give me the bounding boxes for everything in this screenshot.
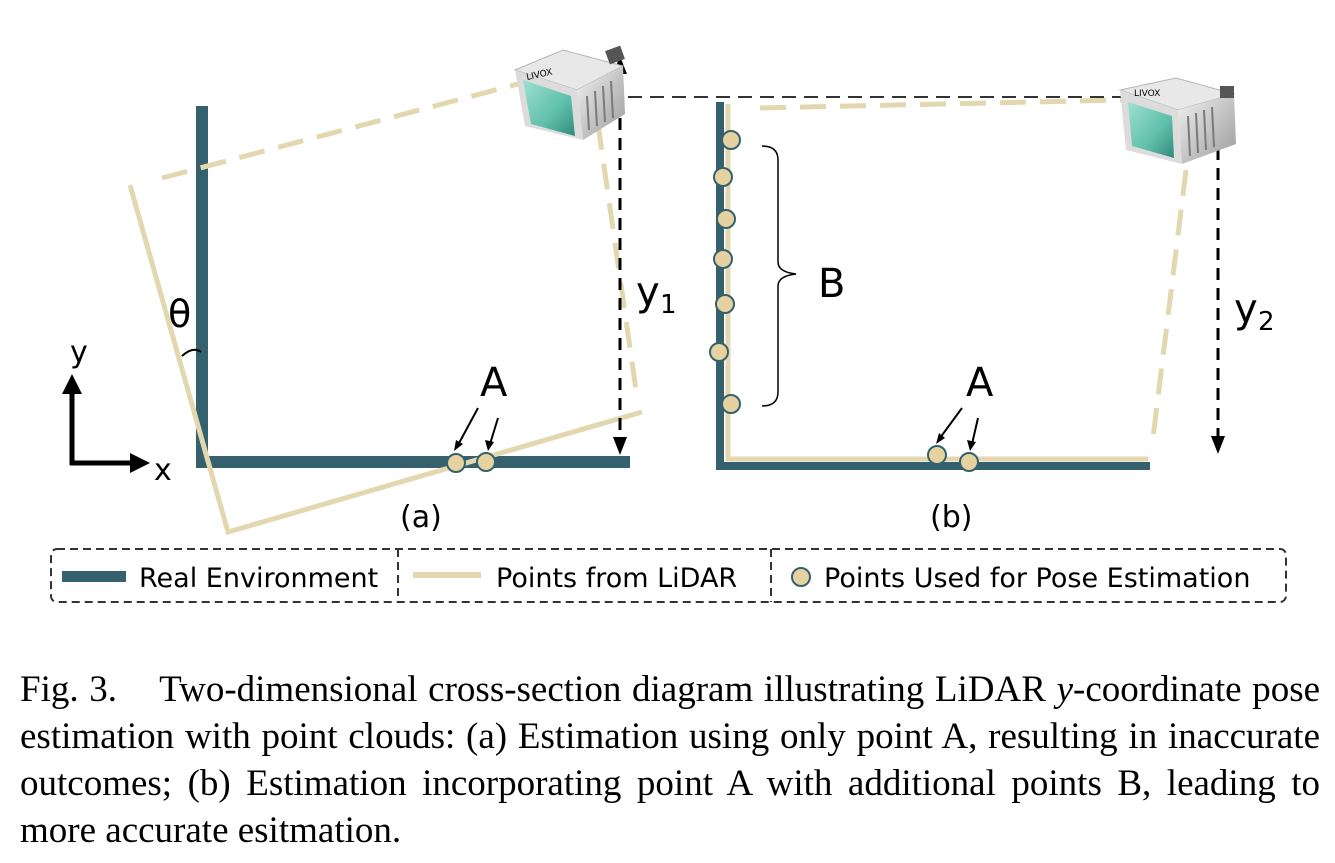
label-b: B: [818, 261, 845, 307]
legend-swatch-point: [791, 567, 811, 587]
caption-text-1: Two-dimensional cross-section diagram il…: [159, 669, 1046, 710]
legend-box: [50, 548, 1287, 603]
caption-variable: y: [1056, 669, 1074, 710]
point-b5: [715, 294, 735, 314]
legend-label-real: Real Environment: [139, 563, 378, 594]
legend-label-lidar: Points from LiDAR: [496, 563, 737, 594]
arrow-a1: [457, 407, 479, 446]
arrowhead-a1: [454, 440, 463, 451]
point-b1: [721, 130, 741, 150]
point-b-a2: [959, 452, 979, 472]
lidar-points-tilted-a: [127, 184, 643, 536]
legend-label-point: Points Used for Pose Estimation: [824, 563, 1250, 594]
legend-swatch-lidar: [413, 572, 481, 578]
figure-caption: Fig. 3. Two-dimensional cross-section di…: [20, 666, 1320, 854]
point-b2: [713, 167, 733, 187]
lidar-device-b: LIVOX: [1118, 77, 1236, 164]
legend-swatch-real: [62, 571, 126, 582]
label-a-right: A: [966, 360, 994, 406]
lidar-ray-top-b: [759, 97, 1123, 111]
axis-y-label: y: [70, 335, 88, 370]
y2-arrow-bottom: [1211, 436, 1225, 454]
y1-arrow-bottom: [613, 437, 627, 455]
real-floor-a: [196, 456, 630, 468]
arrow-b-a1: [939, 407, 963, 439]
lidar-points-aligned-b: [725, 104, 1148, 462]
caption-text-2: -coordinate pose estimation with point c…: [20, 669, 1321, 851]
point-a1: [446, 453, 466, 473]
point-b7: [721, 394, 741, 414]
real-wall-vertical-b: [716, 102, 724, 470]
arrowhead-b-a2: [967, 440, 976, 451]
arrow-b-a2: [971, 417, 979, 445]
caption-prefix: Fig. 3.: [20, 669, 118, 710]
y1-label: y: [636, 269, 660, 315]
arrowhead-a2: [485, 440, 494, 451]
lidar-ray-right-b: [1149, 169, 1189, 447]
lidar-ray-right-a: [595, 123, 639, 391]
y2-label: y: [1234, 286, 1258, 332]
theta-arc: [181, 348, 202, 357]
panel-a-label: (a): [400, 500, 442, 535]
panel-b: B A y 2 LIVOX (b): [628, 77, 1275, 535]
point-a2: [476, 452, 496, 472]
panel-b-label: (b): [930, 500, 972, 535]
axis-x-label: x: [154, 453, 172, 488]
real-wall-vertical-a: [196, 106, 208, 468]
axis-y-arrow: [62, 374, 82, 394]
point-b4: [713, 249, 733, 269]
points-b: [709, 130, 741, 414]
real-floor-b: [716, 462, 1150, 470]
lidar-device-a: LIVOX: [513, 45, 625, 140]
axis-x-arrow: [130, 453, 150, 473]
legend: Real Environment Points from LiDAR Point…: [50, 548, 1287, 603]
point-b6: [709, 342, 729, 362]
lidar-ray-top-a: [161, 81, 519, 181]
brace-b: [761, 145, 797, 407]
label-a-left: A: [480, 360, 508, 406]
arrowhead-b-a1: [936, 433, 945, 444]
lidar-pose-diagram: θ A y 1 LIVOX: [50, 45, 1287, 603]
arrow-a2: [489, 417, 499, 445]
y2-subscript: 2: [1258, 307, 1275, 337]
theta-label: θ: [168, 292, 191, 336]
point-b3: [716, 209, 736, 229]
y1-subscript: 1: [660, 290, 677, 320]
panel-a: θ A y 1 LIVOX: [62, 45, 677, 536]
point-b-a1: [927, 445, 947, 465]
svg-text:LIVOX: LIVOX: [1134, 89, 1160, 99]
